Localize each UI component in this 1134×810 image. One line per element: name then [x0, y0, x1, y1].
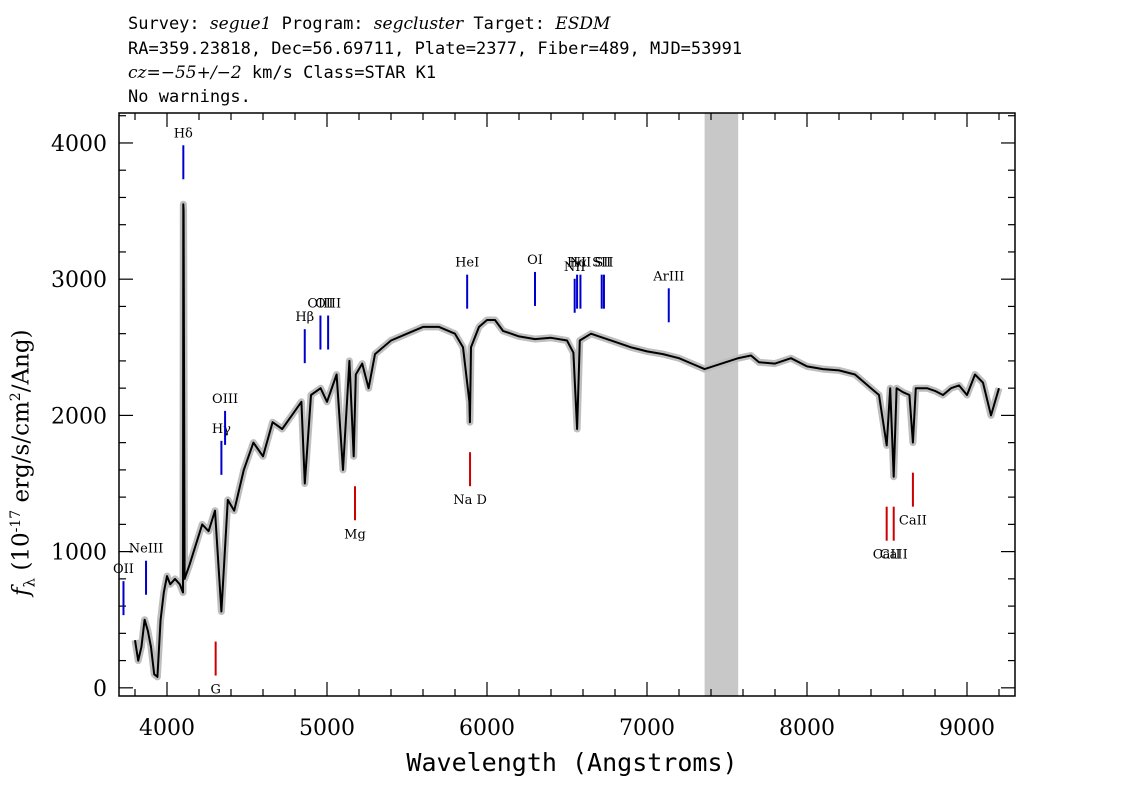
absorption-line-label: CaII [899, 514, 927, 529]
cz-rest: km/s Class=STAR K1 [251, 63, 437, 83]
emission-line-label: OII [113, 562, 134, 577]
header-line-2: RA=359.23818, Dec=56.69711, Plate=2377, … [128, 39, 743, 59]
absorption-line-label: CaII [880, 548, 908, 563]
target-value: ESDM [555, 14, 611, 34]
x-axis-label: Wavelength (Angstroms) [406, 748, 737, 777]
survey-value: segue1 [209, 14, 272, 34]
ylabel-mid: erg/s/cm [8, 401, 35, 503]
emission-line-label: SII [594, 256, 613, 271]
emission-line-label: OIII [315, 297, 341, 312]
header-line-4: No warnings. [128, 87, 251, 107]
survey-label: Survey: [128, 14, 200, 34]
ylabel-lambda: λ [20, 577, 39, 588]
header-line-3: cz=−55+/−2 km/s Class=STAR K1 [128, 63, 436, 83]
emission-line-label: OI [527, 253, 543, 268]
y-tick-label: 3000 [51, 268, 107, 293]
emission-line-label: OIII [307, 297, 333, 312]
header-line-1: Survey: segue1 Program: segcluster Targe… [128, 14, 610, 34]
cz-label: cz= [128, 63, 161, 83]
ylabel-sq: 2 [8, 392, 24, 402]
y-tick-label: 0 [93, 677, 107, 702]
y-axis-label: fλ (10-17 erg/s/cm2/Ang) [8, 329, 38, 596]
ylabel-open: (10 [8, 532, 35, 571]
x-tick-label: 6000 [459, 716, 515, 741]
x-tick-label: 4000 [139, 716, 195, 741]
absorption-line-label: CaII [873, 548, 901, 563]
emission-line-label: NII [570, 256, 592, 271]
emission-line-label: Hβ [295, 310, 314, 325]
absorption-line-label: Mg [344, 527, 366, 542]
emission-line-label: HeI [455, 256, 479, 271]
emission-line-label: NII [564, 260, 586, 275]
y-tick-label: 4000 [51, 132, 107, 157]
emission-line-label: Hδ [174, 126, 193, 141]
x-tick-label: 5000 [299, 716, 355, 741]
x-tick-label: 8000 [779, 716, 835, 741]
emission-line-label: SII [592, 256, 611, 271]
x-tick-label: 7000 [619, 716, 675, 741]
absorption-line-label: Na D [453, 493, 487, 508]
program-value: segcluster [373, 14, 464, 34]
absorption-line-label: G [210, 683, 220, 698]
y-tick-label: 1000 [51, 541, 107, 566]
x-tick-label: 9000 [939, 716, 995, 741]
cz-value: −55+/−2 [160, 63, 242, 83]
target-label: Target: [473, 14, 546, 34]
program-label: Program: [281, 14, 364, 34]
emission-line-label: NeIII [129, 542, 163, 557]
flux-error-band [131, 200, 1003, 681]
emission-line-label: Hγ [212, 422, 231, 437]
masked-region [704, 113, 739, 696]
emission-line-label: OIII [212, 392, 238, 407]
plot-frame [118, 112, 1016, 697]
ylabel-f: f [8, 587, 35, 596]
emission-line-label: ArIII [652, 269, 684, 284]
y-tick-label: 2000 [51, 404, 107, 429]
ylabel-close: /Ang) [8, 329, 35, 393]
ylabel-exp: -17 [8, 509, 24, 533]
flux-line [134, 203, 1000, 678]
emission-line-label: Hα [567, 256, 587, 271]
